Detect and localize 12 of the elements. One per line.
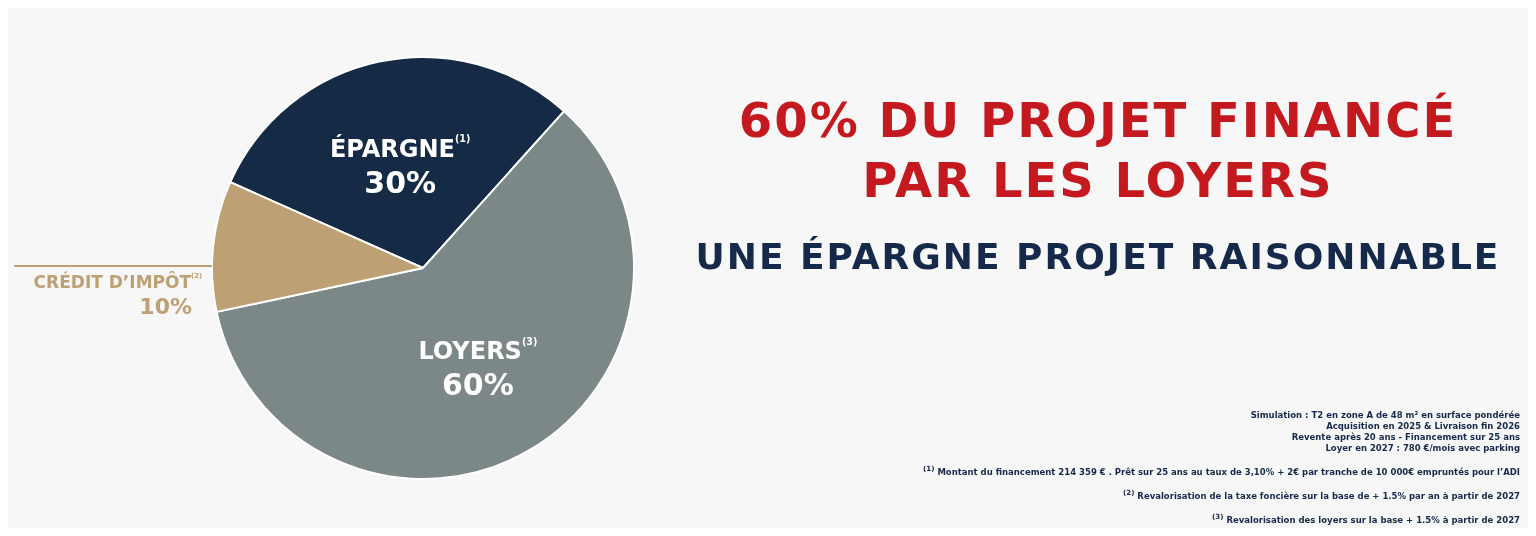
text: Simulation : T2 en zone A de 48 m² en surface pondérée	[1249, 410, 1520, 422]
text: $^{(3)}$ Revalorisation des loyers sur la base + 1.5% à partir de 2027	[1211, 511, 1520, 526]
data-label: 10%	[139, 294, 192, 319]
text: 60% DU PROJET FINANCÉ PAR LES LOYERS	[737, 91, 1459, 210]
text: $^{(1)}$ Montant du financement 214 359 € . Prêt sur 25 ans au taux de 3,10% + 2€ par tranche de 10 000€ empruntés pour l’ADI	[923, 464, 1520, 479]
text: Revente après 20 ans - Financement sur 25 ans	[1290, 432, 1520, 444]
data-label: 60%	[441, 367, 514, 403]
data-label: 30%	[364, 164, 437, 200]
text: Acquisition en 2025 & Livraison fin 2026	[1325, 421, 1520, 432]
text: $^{(2)}$ Revalorisation de la taxe foncière sur la base de + 1.5% par an à partir de 2027	[1122, 488, 1520, 502]
text: UNE ÉPARGNE PROJET RAISONNABLE	[694, 236, 1502, 277]
text: Loyer en 2027 : 780 €/mois avec parking	[1324, 443, 1520, 455]
